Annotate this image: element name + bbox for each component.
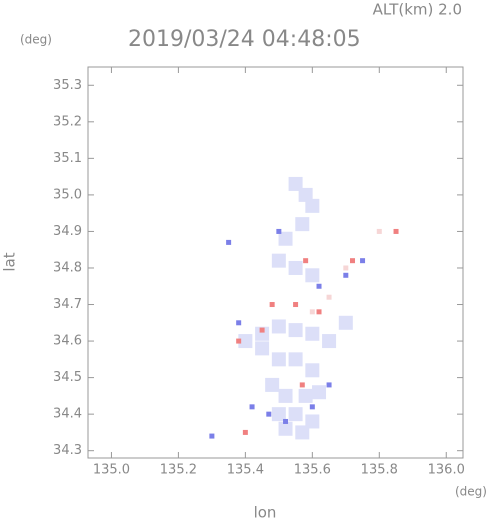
- data-point: [298, 187, 313, 202]
- data-point: [343, 272, 349, 278]
- data-point: [236, 338, 242, 344]
- data-point: [295, 217, 310, 232]
- data-point: [305, 414, 320, 429]
- data-point: [288, 407, 303, 422]
- data-point: [305, 198, 320, 213]
- data-point: [255, 341, 270, 356]
- data-point: [288, 352, 303, 367]
- y-tick-label: 34.3: [53, 443, 82, 458]
- y-tick-label: 35.0: [53, 187, 82, 202]
- data-point: [269, 302, 275, 308]
- x-tick-label: 135.6: [294, 463, 331, 478]
- y-axis-label: lat: [1, 252, 19, 271]
- data-point: [393, 228, 399, 234]
- data-point: [271, 253, 286, 268]
- data-point: [303, 258, 309, 264]
- data-point: [283, 418, 289, 424]
- data-point: [305, 326, 320, 341]
- y-tick-label: 34.9: [53, 224, 82, 239]
- data-point: [278, 231, 293, 246]
- plot-frame: [87, 66, 464, 459]
- data-point: [316, 309, 322, 315]
- data-point: [209, 433, 215, 439]
- data-point: [288, 323, 303, 338]
- data-point: [265, 377, 280, 392]
- data-point: [309, 309, 315, 315]
- data-point: [278, 421, 293, 436]
- data-point: [242, 429, 248, 435]
- y-tick-label: 35.1: [53, 151, 82, 166]
- y-unit: (deg): [20, 33, 52, 47]
- x-tick-label: 135.0: [93, 463, 130, 478]
- data-point: [259, 327, 265, 333]
- data-point: [295, 425, 310, 440]
- data-point: [322, 334, 337, 349]
- data-point: [360, 258, 366, 264]
- data-point: [226, 239, 232, 245]
- data-point: [316, 283, 322, 289]
- y-tick-label: 35.2: [53, 114, 82, 129]
- data-point: [343, 265, 349, 271]
- x-tick-label: 135.4: [227, 463, 264, 478]
- chart-title: 2019/03/24 04:48:05: [128, 27, 361, 52]
- x-tick-label: 135.2: [160, 463, 197, 478]
- data-point: [249, 404, 255, 410]
- data-point: [293, 302, 299, 308]
- data-point: [350, 258, 356, 264]
- x-tick-label: 135.8: [361, 463, 398, 478]
- x-axis-label: lon: [254, 504, 277, 521]
- data-point: [288, 176, 303, 191]
- x-tick-label: 136.0: [428, 463, 465, 478]
- data-point: [278, 388, 293, 403]
- y-tick-label: 34.4: [53, 407, 82, 422]
- x-unit: (deg): [455, 485, 487, 499]
- y-tick-label: 35.3: [53, 78, 82, 93]
- data-point: [238, 334, 253, 349]
- y-tick-label: 34.8: [53, 260, 82, 275]
- data-point: [271, 319, 286, 334]
- data-point: [312, 385, 327, 400]
- data-point: [276, 228, 282, 234]
- data-point: [236, 320, 242, 326]
- data-point: [305, 363, 320, 378]
- data-point: [309, 404, 315, 410]
- data-point: [376, 228, 382, 234]
- altitude-label: ALT(km) 2.0: [373, 1, 462, 19]
- data-point: [271, 407, 286, 422]
- y-tick-label: 34.6: [53, 334, 82, 349]
- data-point: [266, 411, 272, 417]
- data-point: [326, 382, 332, 388]
- data-point: [299, 382, 305, 388]
- data-point: [271, 352, 286, 367]
- data-point: [288, 260, 303, 275]
- data-point: [338, 315, 353, 330]
- data-point: [255, 326, 270, 341]
- data-point: [326, 294, 332, 300]
- y-tick-label: 34.7: [53, 297, 82, 312]
- y-tick-label: 34.5: [53, 370, 82, 385]
- data-point: [305, 268, 320, 283]
- data-point: [298, 388, 313, 403]
